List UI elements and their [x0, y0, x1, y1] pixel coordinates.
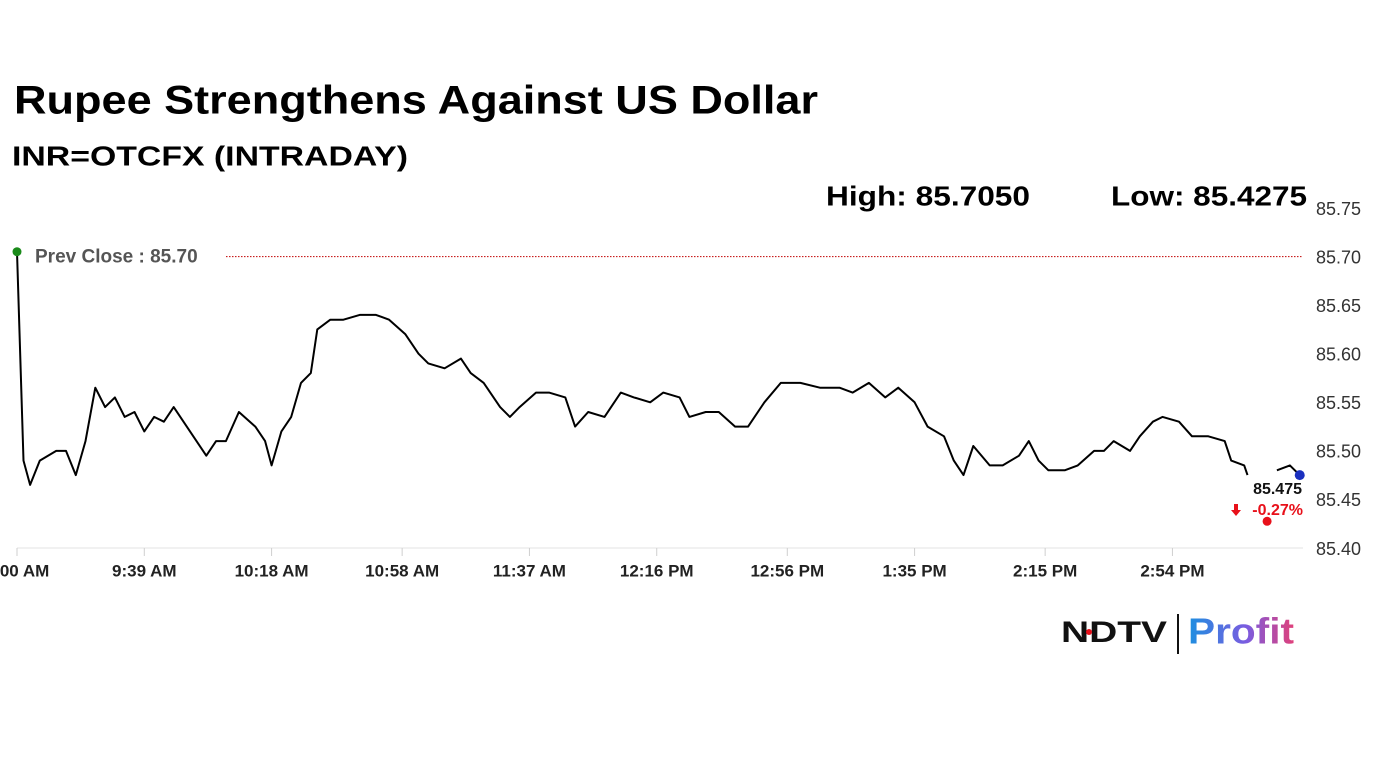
x-tick-label: 1:35 PM: [882, 561, 946, 580]
x-tick-label: 12:16 PM: [620, 561, 694, 580]
y-tick-label: 85.65: [1316, 296, 1361, 316]
logo-product: Profit: [1188, 611, 1294, 652]
y-tick-label: 85.50: [1316, 442, 1361, 462]
x-tick-label: 10:18 AM: [235, 561, 309, 580]
price-line: [16, 251, 1301, 486]
y-tick-label: 85.60: [1316, 344, 1361, 364]
last-marker: [1294, 470, 1305, 481]
chart-subtitle: INR=OTCFX (INTRADAY): [12, 140, 408, 171]
last-value-label: 85.475: [1253, 481, 1302, 498]
logo: NDTV Profit: [1061, 611, 1294, 654]
y-tick-label: 85.70: [1316, 247, 1361, 267]
x-tick-label: 2:15 PM: [1013, 561, 1077, 580]
low-label: Low: 85.4275: [1111, 180, 1307, 211]
change-arrow: [1231, 504, 1241, 516]
logo-brand: NDTV: [1061, 616, 1167, 649]
chart-title: Rupee Strengthens Against US Dollar: [14, 79, 818, 123]
x-tick-label: 12:56 PM: [750, 561, 824, 580]
y-tick-label: 85.40: [1316, 539, 1361, 559]
change-label: -0.27%: [1252, 502, 1303, 519]
y-tick-label: 85.75: [1316, 199, 1361, 219]
high-label: High: 85.7050: [826, 180, 1030, 211]
logo-dot: [1086, 629, 1092, 635]
x-tick-label: 10:58 AM: [365, 561, 439, 580]
x-tick-label: 11:37 AM: [493, 561, 566, 580]
x-tick-label: 2:54 PM: [1140, 561, 1204, 580]
prev-close-label: Prev Close : 85.70: [35, 247, 198, 268]
y-tick-label: 85.55: [1316, 393, 1361, 413]
x-tick-label: 9:39 AM: [112, 561, 177, 580]
high-marker: [12, 247, 22, 257]
x-tick-label: 9:00 AM: [0, 561, 49, 580]
y-tick-label: 85.45: [1316, 490, 1361, 510]
low-marker: [1262, 516, 1272, 526]
